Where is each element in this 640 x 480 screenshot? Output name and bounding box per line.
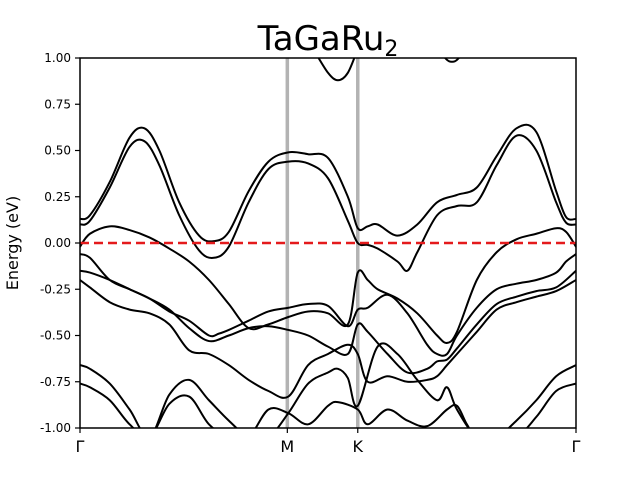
kpoint-label-3: Γ bbox=[572, 437, 581, 456]
y-tick-label: -0.50 bbox=[40, 329, 71, 343]
kpoint-label-0: Γ bbox=[76, 437, 85, 456]
y-tick-label: 0.00 bbox=[44, 236, 71, 250]
chart-title-subscript: 2 bbox=[384, 37, 398, 62]
y-axis-ticks: 1.00 0.75 0.50 0.25 0.00 -0.25 -0.50 -0.75 -1.00 bbox=[40, 51, 80, 435]
chart-title: TaGaRu2 bbox=[257, 19, 399, 62]
y-tick-label: 0.25 bbox=[44, 190, 71, 204]
y-axis-label: Energy (eV) bbox=[3, 196, 22, 290]
band-7 bbox=[80, 382, 576, 428]
bands bbox=[80, 58, 576, 428]
band-9 bbox=[443, 58, 461, 63]
band-6 bbox=[80, 342, 576, 428]
band-1 bbox=[80, 134, 576, 272]
chart-title-main: TaGaRu bbox=[257, 19, 385, 59]
y-tick-label: 0.50 bbox=[44, 144, 71, 158]
y-tick-label: -0.25 bbox=[40, 282, 71, 296]
y-tick-label: 0.75 bbox=[44, 97, 71, 111]
y-tick-label: -1.00 bbox=[40, 421, 71, 435]
band-4 bbox=[80, 269, 576, 375]
kpoint-label-1: M bbox=[280, 437, 294, 456]
band-2 bbox=[80, 225, 576, 344]
y-tick-label: -0.75 bbox=[40, 375, 71, 389]
kpoint-label-2: K bbox=[353, 437, 364, 456]
band-0 bbox=[80, 123, 576, 243]
band-3 bbox=[80, 253, 576, 357]
y-tick-label: 1.00 bbox=[44, 51, 71, 65]
band-8 bbox=[317, 58, 356, 82]
band-5 bbox=[80, 279, 576, 399]
